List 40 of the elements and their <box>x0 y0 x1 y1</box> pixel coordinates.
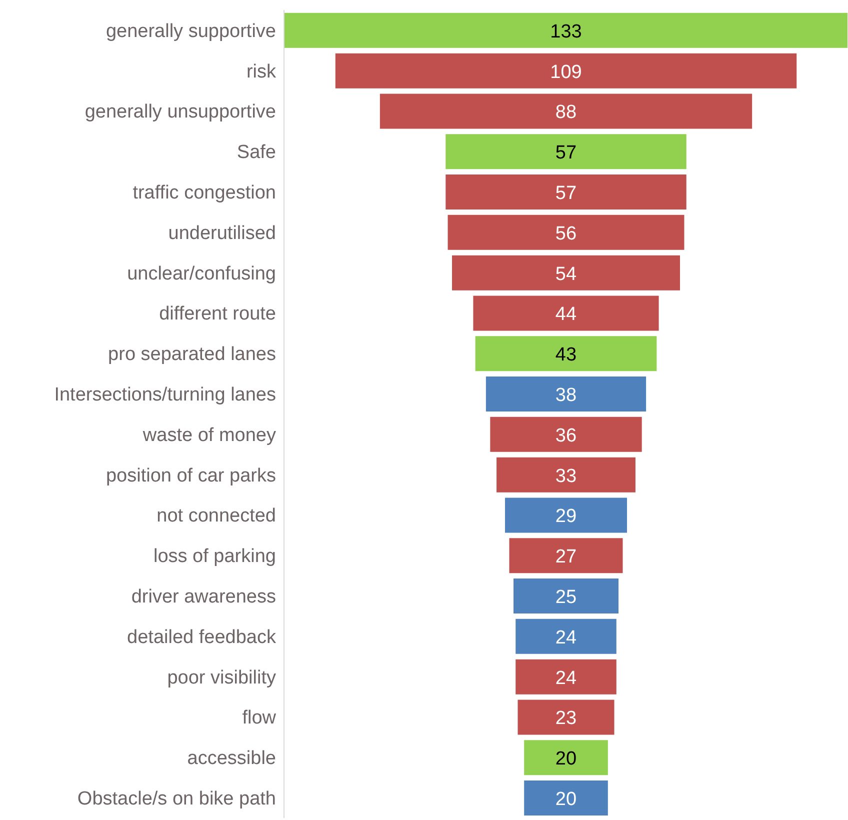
data-label: 27 <box>555 546 577 568</box>
category-label: driver awareness <box>131 586 276 608</box>
category-label: loss of parking <box>153 546 276 568</box>
data-label: 54 <box>555 264 577 285</box>
category-label: generally supportive <box>106 20 276 42</box>
category-label: flow <box>242 708 276 729</box>
data-label: 24 <box>555 668 577 689</box>
category-label: generally unsupportive <box>84 102 276 123</box>
data-label: 57 <box>555 183 577 204</box>
category-label: position of car parks <box>106 465 276 486</box>
data-label: 88 <box>555 102 577 124</box>
category-label: Obstacle/s on bike path <box>77 788 276 810</box>
category-label: not connected <box>156 506 276 527</box>
data-label: 29 <box>555 506 577 528</box>
category-label: risk <box>246 61 276 82</box>
category-label: accessible <box>187 748 276 770</box>
data-label: 20 <box>555 748 577 770</box>
category-label: pro separated lanes <box>108 344 276 366</box>
category-label: different route <box>159 304 276 325</box>
category-label: poor visibility <box>167 667 276 688</box>
category-label: traffic congestion <box>132 182 276 204</box>
category-label: waste of money <box>142 424 276 446</box>
data-label: 36 <box>555 425 577 446</box>
data-label: 57 <box>555 142 577 164</box>
data-label: 24 <box>555 627 577 648</box>
data-label: 43 <box>555 344 577 366</box>
data-label: 56 <box>555 223 577 244</box>
data-label: 25 <box>555 587 577 608</box>
data-label: 109 <box>550 62 582 83</box>
category-label: underutilised <box>168 222 276 244</box>
data-label: 44 <box>555 304 577 326</box>
data-label: 133 <box>550 21 582 42</box>
category-label: unclear/confusing <box>127 263 276 284</box>
data-label: 20 <box>555 789 577 810</box>
category-label: Intersections/turning lanes <box>54 384 276 406</box>
data-label: 33 <box>555 466 577 487</box>
data-label: 23 <box>555 708 577 730</box>
category-label: detailed feedback <box>127 626 276 648</box>
data-label: 38 <box>555 385 577 406</box>
category-label: Safe <box>236 142 276 164</box>
